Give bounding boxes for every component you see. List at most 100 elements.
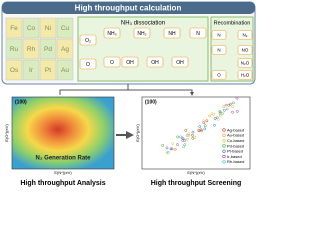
legend-marker <box>222 128 226 132</box>
node-label: NH₂ <box>137 31 146 37</box>
point <box>213 123 216 127</box>
element: Pd <box>44 46 52 53</box>
legend-label: Cu-based <box>227 138 244 143</box>
legend-label: Ag-based <box>227 127 244 132</box>
point <box>225 107 229 111</box>
scatter-plot <box>141 96 251 170</box>
node <box>237 45 253 55</box>
element: Fe <box>10 25 18 32</box>
element: Pt <box>45 67 51 74</box>
point <box>191 130 195 134</box>
point <box>198 125 202 128</box>
legend-label: Pt-based <box>227 149 243 154</box>
points <box>161 96 239 155</box>
node <box>211 70 227 80</box>
node <box>211 45 227 55</box>
point <box>179 135 182 139</box>
point <box>171 142 175 145</box>
point <box>183 143 187 147</box>
title: High throughput calculation <box>75 4 182 13</box>
legend-label: Rh-based <box>227 159 244 164</box>
node <box>237 58 253 68</box>
y-label: E(O*)(eV) <box>135 124 140 142</box>
legend-label: Au-based <box>227 133 244 138</box>
point <box>224 103 228 107</box>
legend-marker <box>222 139 226 143</box>
element-cell <box>39 17 57 39</box>
legend-label: Ir-based <box>227 154 242 159</box>
facet: (100) <box>15 99 27 105</box>
point <box>231 110 234 114</box>
legend-marker <box>222 133 226 137</box>
node <box>133 27 151 39</box>
point <box>232 101 235 105</box>
x-label: E(N*)(eV) <box>187 170 205 175</box>
point <box>218 111 222 115</box>
point <box>181 138 185 142</box>
node <box>163 27 181 39</box>
point <box>213 117 217 120</box>
element: Ag <box>61 46 69 53</box>
point <box>185 137 189 141</box>
legend-marker <box>222 149 226 153</box>
caption: High throughput Screening <box>151 180 242 187</box>
element: Os <box>10 67 19 74</box>
node-label: N <box>217 33 220 38</box>
point <box>222 105 226 109</box>
node <box>79 58 97 70</box>
figure: High throughput calculation Fe Co Ni Cu Ru Rh… <box>1 1 256 187</box>
element-cell <box>5 17 23 39</box>
node <box>237 70 253 80</box>
element: Au <box>61 67 69 74</box>
legend-marker <box>222 144 226 148</box>
element-cell <box>39 59 57 81</box>
facet: (100) <box>145 99 157 105</box>
legend-label: Pd-based <box>227 143 244 148</box>
element-cell <box>56 17 74 39</box>
element: Cu <box>61 25 70 32</box>
element-cell <box>56 38 74 60</box>
node <box>103 27 121 39</box>
point <box>222 108 226 112</box>
point <box>176 143 179 146</box>
element-cell <box>5 38 23 60</box>
point <box>184 129 188 132</box>
point <box>165 146 169 150</box>
element-cell <box>5 59 23 81</box>
node-label: N <box>196 31 200 37</box>
node-label: N₂O <box>241 61 250 66</box>
point <box>176 135 180 139</box>
point <box>187 133 191 137</box>
element-cell <box>22 59 40 81</box>
point <box>185 133 189 137</box>
element-cell <box>22 17 40 39</box>
node <box>146 56 164 68</box>
point <box>193 135 197 139</box>
element: Ni <box>45 25 51 32</box>
arrows <box>59 84 192 95</box>
node-label: NH <box>168 31 176 37</box>
point <box>202 121 206 125</box>
node <box>79 34 97 46</box>
node-label: N <box>217 48 220 53</box>
element: Ir <box>29 67 34 74</box>
dissociation-box <box>77 16 209 82</box>
contour-label: N₂ Generation Rate <box>35 156 91 162</box>
point <box>203 127 207 131</box>
node <box>121 56 139 68</box>
point <box>169 147 173 151</box>
element: Co <box>27 25 36 32</box>
node-label: O <box>217 73 221 78</box>
point <box>216 118 220 121</box>
point <box>205 119 209 123</box>
node <box>211 30 227 40</box>
node-label: H₂O <box>241 73 250 78</box>
point <box>181 137 185 140</box>
point <box>165 151 169 155</box>
point <box>229 102 232 106</box>
node <box>237 30 253 40</box>
element-cell <box>22 38 40 60</box>
dissociation-title: NH₃ dissociation <box>121 21 165 27</box>
node-label: OH <box>176 60 184 66</box>
title-bar <box>2 2 255 14</box>
